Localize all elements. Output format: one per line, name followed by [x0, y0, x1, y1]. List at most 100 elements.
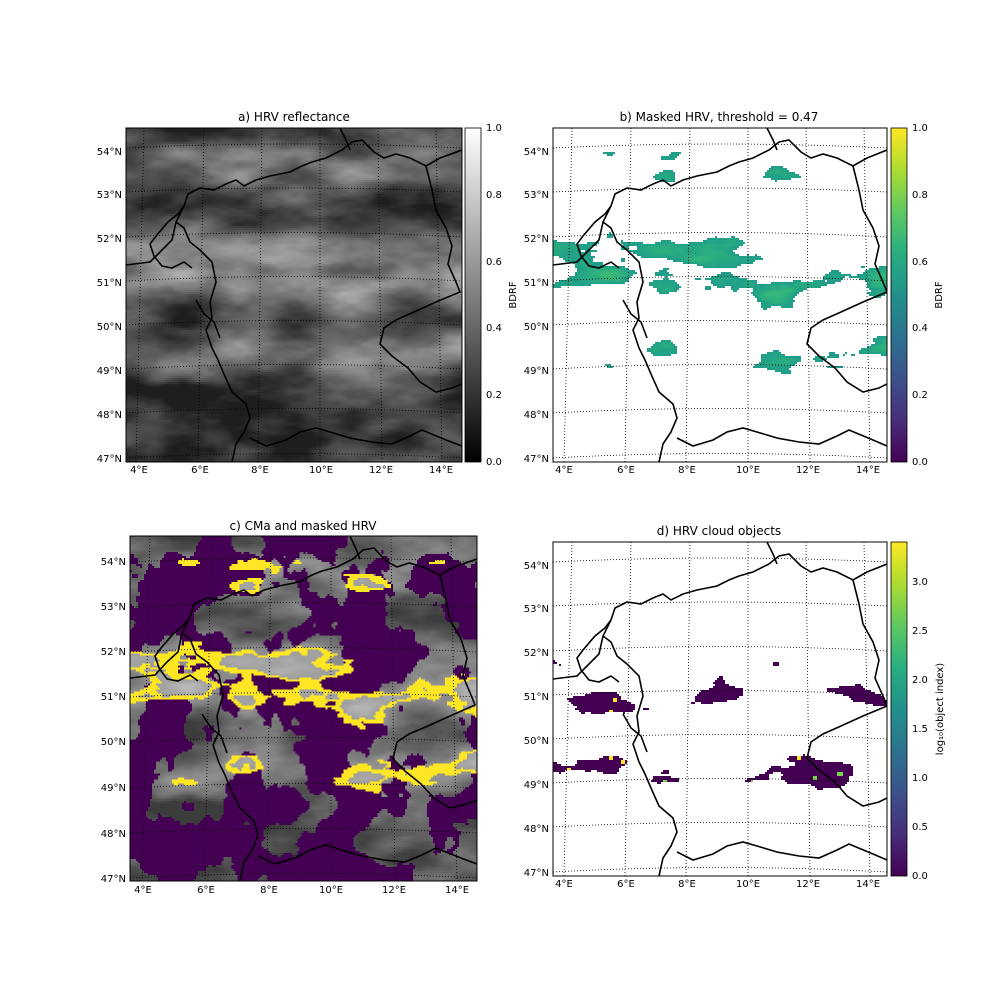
panel-a: a) HRV reflectance 4°E 6°E 8°E	[97, 110, 519, 476]
panel-a-lon-tick: 14°E	[429, 465, 453, 476]
panel-b-lat-tick: 54°N	[524, 147, 549, 158]
panel-a-lat-tick: 53°N	[97, 190, 122, 201]
panel-a-lat-tick: 51°N	[97, 278, 122, 289]
panel-c-frame	[129, 535, 478, 882]
panel-c-lon-tick: 10°E	[319, 885, 343, 896]
panel-c-lon-tick: 12°E	[382, 885, 406, 896]
panel-b-lat-tick: 47°N	[524, 454, 549, 465]
panel-b-borders	[553, 128, 887, 462]
panel-c-raster	[130, 536, 477, 881]
panel-a-frame	[125, 127, 463, 463]
panel-b-lat-tick: 53°N	[524, 190, 549, 201]
panel-d-title: d) HRV cloud objects	[657, 524, 781, 538]
panel-b-lon-tick: 10°E	[736, 465, 760, 476]
panel-a-cbar-tick: 0.2	[486, 390, 502, 401]
panel-b-cbar-tick: 0.4	[912, 323, 928, 334]
panel-b-frame	[552, 127, 888, 463]
panel-b-lat-tick: 52°N	[524, 234, 549, 245]
panel-c-lon-ticks: 4°E 6°E 8°E 10°E 12°E 14°E	[134, 885, 469, 896]
panel-b-lon-tick: 4°E	[555, 465, 573, 476]
panel-a-border-nl	[149, 205, 193, 269]
panel-d-lon-tick: 10°E	[736, 879, 760, 890]
panel-d-cbar-tick: 0.0	[912, 871, 928, 882]
panel-b-raster-frame	[553, 128, 887, 462]
panel-a-graticule	[126, 128, 462, 462]
panel-d-lon-tick: 8°E	[678, 879, 696, 890]
panel-a-cbar-tick: 0.4	[486, 323, 502, 334]
panel-a-lat-tick: 49°N	[97, 366, 122, 377]
panel-d-lon-tick: 12°E	[796, 879, 820, 890]
panel-b-lon-ticks: 4°E 6°E 8°E 10°E 12°E 14°E	[555, 465, 880, 476]
panel-a-lat-tick: 48°N	[97, 410, 122, 421]
panel-d-frame	[552, 541, 888, 877]
panel-c-lon-tick: 4°E	[134, 885, 152, 896]
panel-a-title: a) HRV reflectance	[238, 110, 350, 124]
panel-a-cbar-tick: 1.0	[486, 123, 502, 134]
panel-a-border-alps	[249, 427, 462, 447]
panel-a-lat-tick: 47°N	[97, 454, 122, 465]
panel-b-lon-tick: 14°E	[856, 465, 880, 476]
panel-d-colorbar: 0.0 0.5 1.0 1.5 2.0 2.5 3.0 log₁₀(object…	[890, 541, 946, 882]
panel-d-lat-tick: 49°N	[524, 780, 549, 791]
panel-c: c) CMa and masked HRV 4°E 6°E 8°E	[101, 519, 478, 896]
panel-b-cbar-tick: 1.0	[912, 123, 928, 134]
panel-a-border-lux	[195, 299, 221, 339]
panel-a-border-west	[175, 221, 225, 375]
panel-d-lat-tick: 50°N	[524, 736, 549, 747]
panel-a-lon-tick: 12°E	[369, 465, 393, 476]
panel-d-cbar-tick: 3.0	[912, 577, 928, 588]
panel-c-raster-frame	[130, 536, 477, 881]
panel-a-cbar-tick: 0.8	[486, 190, 502, 201]
panel-b-lon-tick: 12°E	[796, 465, 820, 476]
panel-d-cbar-tick: 2.0	[912, 675, 928, 686]
panel-b-lat-tick: 48°N	[524, 410, 549, 421]
panel-a-lat-tick: 50°N	[97, 322, 122, 333]
panel-c-lat-tick: 54°N	[101, 557, 126, 568]
panel-a-border-south	[223, 373, 251, 462]
panel-b-colorbar: 0.0 0.2 0.4 0.6 0.8 1.0 BDRF	[890, 123, 945, 468]
panel-b-title: b) Masked HRV, threshold = 0.47	[620, 110, 819, 124]
panel-d-cbar-tick: 0.5	[912, 822, 928, 833]
panel-a-lon-tick: 6°E	[191, 465, 209, 476]
panel-d-colorbar-ramp	[890, 541, 908, 877]
panel-b-lat-tick: 49°N	[524, 366, 549, 377]
panel-a-lon-tick: 4°E	[130, 465, 148, 476]
panel-b-lon-tick: 8°E	[678, 465, 696, 476]
panel-c-lat-tick: 50°N	[101, 737, 126, 748]
panel-d-lon-tick: 6°E	[617, 879, 635, 890]
panel-c-lat-tick: 49°N	[101, 783, 126, 794]
panel-d-lat-tick: 54°N	[524, 561, 549, 572]
panel-d-lat-tick: 47°N	[524, 868, 549, 879]
panel-b-raster	[553, 128, 887, 462]
panel-a-raster-frame	[126, 128, 462, 462]
panel-b-colorbar-label: BDRF	[934, 281, 945, 309]
panel-b-cbar-tick: 0.2	[912, 390, 928, 401]
panel-b-lat-ticks: 47°N 48°N 49°N 50°N 51°N 52°N 53°N 54°N	[524, 147, 549, 465]
panel-a-lon-tick: 8°E	[251, 465, 269, 476]
panel-a-colorbar: 0.0 0.2 0.4 0.6 0.8 1.0 BDRF	[464, 123, 519, 468]
panel-d-raster	[553, 542, 887, 876]
panel-d-lat-tick: 52°N	[524, 648, 549, 659]
panel-b-cbar-tick: 0.6	[912, 257, 928, 268]
panel-c-lat-tick: 53°N	[101, 602, 126, 613]
panel-c-lon-tick: 14°E	[445, 885, 469, 896]
panel-d-lon-ticks: 4°E 6°E 8°E 10°E 12°E 14°E	[555, 879, 880, 890]
panel-b-lat-tick: 51°N	[524, 278, 549, 289]
panel-b-cbar-tick: 0.8	[912, 190, 928, 201]
panel-c-lon-tick: 6°E	[197, 885, 215, 896]
panel-d-raster-frame	[553, 542, 887, 876]
panel-b-cbar-tick: 0.0	[912, 457, 928, 468]
panel-c-lat-tick: 48°N	[101, 829, 126, 840]
panel-d-lon-tick: 4°E	[555, 879, 573, 890]
panel-a-cbar-tick: 0.0	[486, 457, 502, 468]
panel-c-lat-tick: 47°N	[101, 874, 126, 885]
panel-c-borders	[130, 536, 477, 881]
panel-d-cbar-tick: 1.5	[912, 724, 928, 735]
panel-a-border-east	[379, 165, 462, 393]
panel-c-lat-tick: 51°N	[101, 692, 126, 703]
panel-a-lat-tick: 52°N	[97, 234, 122, 245]
panel-c-lon-tick: 8°E	[260, 885, 278, 896]
panel-a-lat-tick: 54°N	[97, 147, 122, 158]
panel-d-cbar-tick: 2.5	[912, 626, 928, 637]
